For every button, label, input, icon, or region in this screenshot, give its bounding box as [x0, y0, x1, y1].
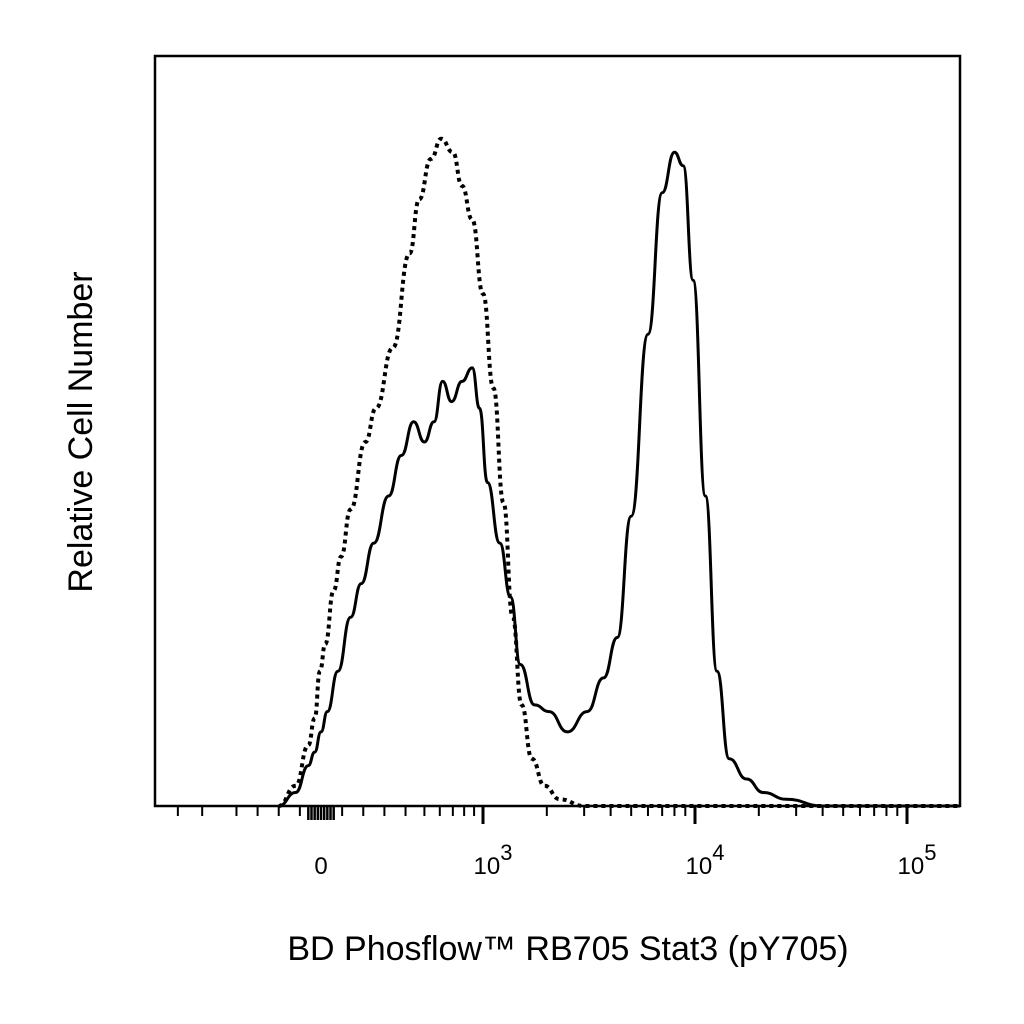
x-tick-label: 105 [898, 840, 937, 880]
x-tick-label: 0 [314, 853, 327, 880]
series-dotted-line [278, 136, 960, 809]
x-tick-label: 103 [474, 840, 513, 880]
plot-frame [153, 54, 962, 808]
y-axis-title: Relative Cell Number [62, 271, 100, 592]
x-axis-title: BD Phosflow™ RB705 Stat3 (pY705) [287, 930, 848, 968]
series-solid-line [278, 150, 960, 808]
x-tick-label: 104 [686, 840, 725, 880]
